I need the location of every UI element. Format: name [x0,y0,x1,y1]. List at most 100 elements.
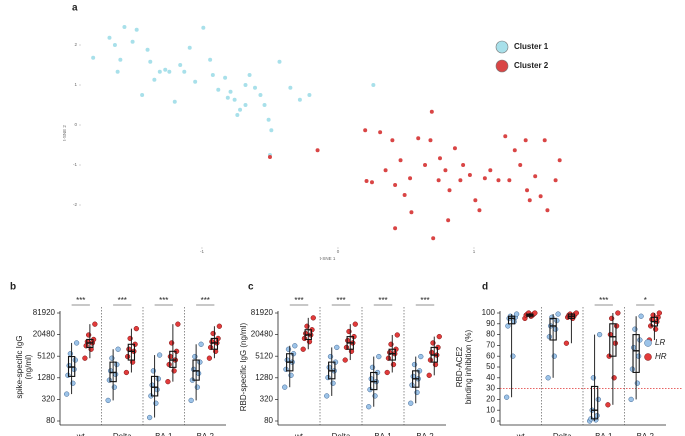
legend-label: Cluster 1 [514,42,549,51]
point [115,69,120,74]
point [505,323,511,329]
point [427,357,434,363]
point [447,188,452,193]
point [156,352,163,358]
point [82,355,88,361]
point [152,77,157,82]
point [247,73,252,77]
point [436,333,442,340]
y-tick-label: 30 [486,384,495,393]
point [408,400,414,406]
significance-label: *** [336,296,345,305]
point [266,117,271,122]
y-tick-label: 70 [486,341,495,350]
x-tick-label: BA.2 [637,432,655,436]
point [307,93,312,97]
y-tick-label: 320 [260,395,274,404]
point [638,313,644,319]
point [557,158,562,163]
point [118,57,123,62]
significance-label: *** [420,296,429,305]
point [140,93,145,97]
legend-swatch [644,339,652,347]
point [628,396,634,403]
point [301,335,308,342]
point [65,372,71,378]
significance-label: *** [599,296,608,305]
point [596,331,603,338]
point [368,376,374,382]
point [310,315,316,321]
point [518,163,523,167]
point [243,83,248,87]
box [609,323,617,357]
point [198,341,204,347]
point [446,218,451,223]
x-tick-label: Delta [113,432,132,436]
point [315,148,320,153]
point [555,311,561,317]
legend-swatch [644,353,652,361]
x-tick-label: wt [294,432,304,436]
y-tick-label: 10 [486,405,495,414]
point [443,168,448,173]
point [553,178,558,183]
point [378,130,383,135]
point [437,156,442,161]
y-tick-label: 50 [486,362,495,371]
point [512,148,517,153]
point [393,226,398,231]
box [210,337,219,350]
point [394,332,400,338]
point [216,87,221,92]
point [342,357,348,363]
y-tick-label: 80 [46,416,55,425]
point [384,369,390,376]
point [253,85,258,90]
x-tick-label: BA.2 [197,432,215,436]
y-tick-label: 1280 [37,373,55,382]
point [352,321,358,327]
point [527,198,532,203]
x-tick-label: 0 [337,249,340,254]
y-tick-label: -2 [73,202,77,207]
point [228,89,233,94]
y-tick-label: 2 [74,42,77,47]
point [376,353,382,360]
point [436,178,441,183]
y-tick-label: 5120 [37,351,55,360]
point [533,174,538,179]
point [615,310,621,316]
point [402,193,407,197]
point [418,353,424,360]
x-tick-label: -1 [200,249,204,254]
point [343,344,350,351]
point [428,138,433,143]
point [345,337,351,344]
point [155,376,162,382]
point [282,384,288,390]
point [267,155,272,159]
y-tick-label: 40 [486,373,495,382]
significance-label: *** [294,296,303,305]
panel-letter: a [72,3,78,14]
point [612,340,619,346]
point [145,47,150,52]
point [154,386,160,393]
point [364,179,369,183]
point [613,323,620,329]
point [542,138,547,143]
point [269,128,274,133]
point [488,168,493,173]
point [630,344,637,351]
box [388,348,396,361]
significance-label: * [644,296,647,305]
point [115,346,121,352]
significance-label: *** [118,296,127,305]
box [192,359,200,381]
y-axis-label: t-SNE 2 [62,125,67,141]
point [172,99,177,104]
box [507,315,516,325]
y-axis-label: binding inhibition (%) [464,330,473,405]
